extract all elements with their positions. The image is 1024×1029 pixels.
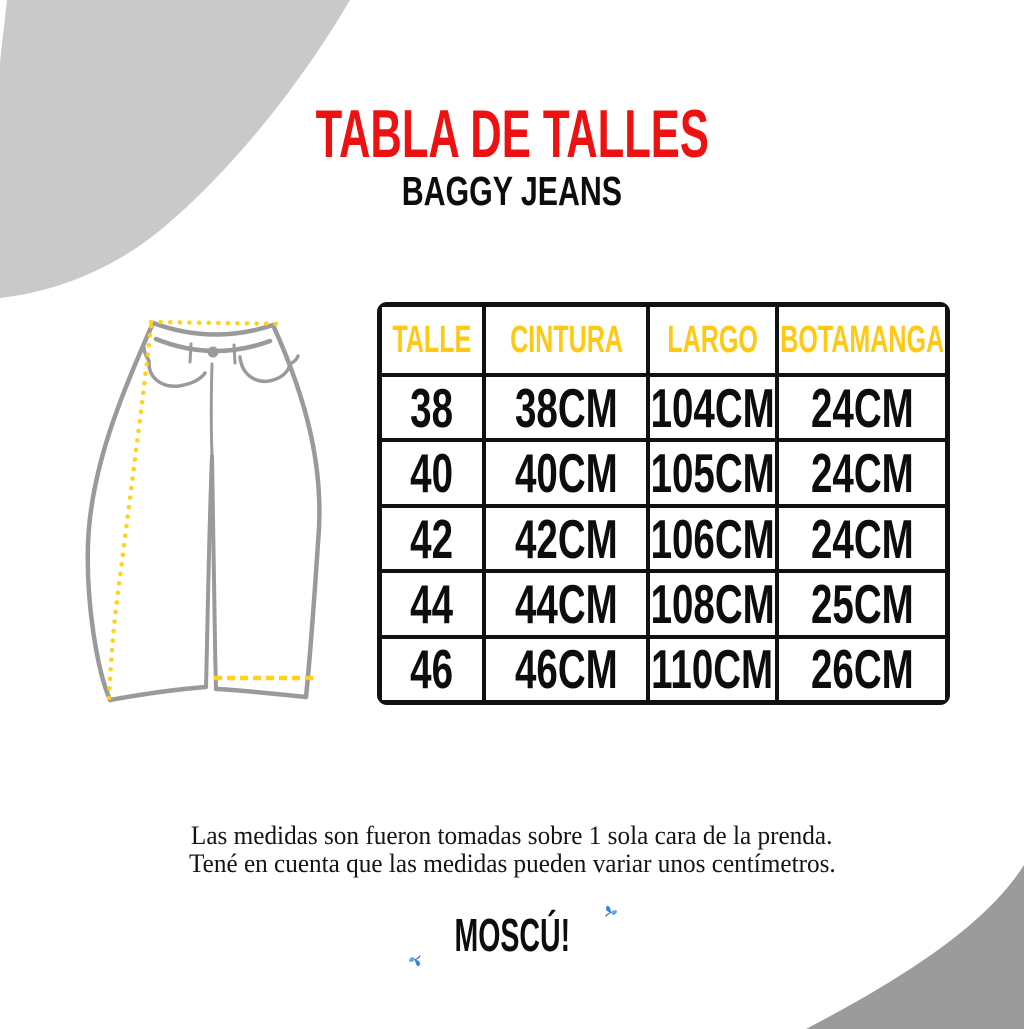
col-header-cintura: CINTURA: [486, 307, 646, 373]
table-cell-cintura: 40CM: [486, 442, 646, 504]
brand-name: MOSCÚ!: [454, 909, 570, 961]
jeans-waist-top: [150, 320, 276, 337]
note-line-2: Tené en cuenta que las medidas pueden va…: [188, 849, 836, 878]
table-cell-talle: 38: [382, 377, 482, 439]
jeans-button: [207, 346, 219, 358]
measure-line-cintura: [148, 319, 288, 327]
table-cell-largo: 106CM: [650, 507, 775, 570]
measure-line-largo: [106, 323, 154, 701]
table-cell-talle: 42: [382, 507, 482, 570]
jeans-left-hem: [107, 684, 209, 703]
jeans-right-outer: [270, 322, 322, 700]
butterfly-icon: [408, 955, 421, 967]
table-cell-talle: 46: [382, 638, 482, 700]
table-cell-botamanga: 25CM: [779, 573, 945, 635]
table-cell-largo: 104CM: [650, 377, 775, 439]
brand-logo: MOSCÚ!: [0, 905, 1024, 967]
jeans-right-pocket: [238, 355, 292, 383]
jeans-right-pocket-hook: [288, 354, 300, 366]
jeans-left-outer: [85, 320, 156, 703]
table-cell-talle: 40: [382, 442, 482, 504]
col-header-botamanga: BOTAMANGA: [779, 307, 945, 373]
table-cell-largo: 110CM: [650, 638, 775, 700]
table-cell-cintura: 46CM: [486, 638, 646, 700]
title-block: TABLA DE TALLES BAGGY JEANS: [0, 100, 1024, 212]
table-cell-cintura: 38CM: [486, 377, 646, 439]
note-line-1: Las medidas son fueron tomadas sobre 1 s…: [191, 821, 833, 850]
table-cell-botamanga: 24CM: [779, 507, 945, 570]
table-cell-largo: 108CM: [650, 573, 775, 635]
table-cell-talle: 44: [382, 573, 482, 635]
col-header-largo: LARGO: [650, 307, 775, 373]
col-header-talle: TALLE: [382, 307, 482, 373]
jeans-band-tick-left: [188, 342, 193, 364]
size-table: TALLE CINTURA LARGO BOTAMANGA 38 38CM 10…: [377, 302, 950, 705]
table-cell-cintura: 44CM: [486, 573, 646, 635]
baggy-jeans-illustration: [85, 319, 322, 703]
butterfly-icon: [605, 905, 618, 917]
page-title: TABLA DE TALLES: [315, 96, 709, 172]
jeans-right-hem: [213, 686, 309, 700]
table-cell-botamanga: 24CM: [779, 377, 945, 439]
table-cell-botamanga: 26CM: [779, 638, 945, 700]
jeans-left-pocket: [147, 359, 207, 388]
jeans-band-tick-right: [232, 343, 237, 365]
measurement-note: Las medidas son fueron tomadas sobre 1 s…: [0, 822, 1024, 878]
jeans-right-inseam: [210, 454, 218, 691]
jeans-left-pocket-hook: [142, 346, 151, 363]
table-cell-botamanga: 24CM: [779, 442, 945, 504]
table-cell-cintura: 42CM: [486, 507, 646, 570]
jeans-fly-line: [209, 362, 214, 458]
page-subtitle: BAGGY JEANS: [401, 168, 623, 214]
table-cell-largo: 105CM: [650, 442, 775, 504]
